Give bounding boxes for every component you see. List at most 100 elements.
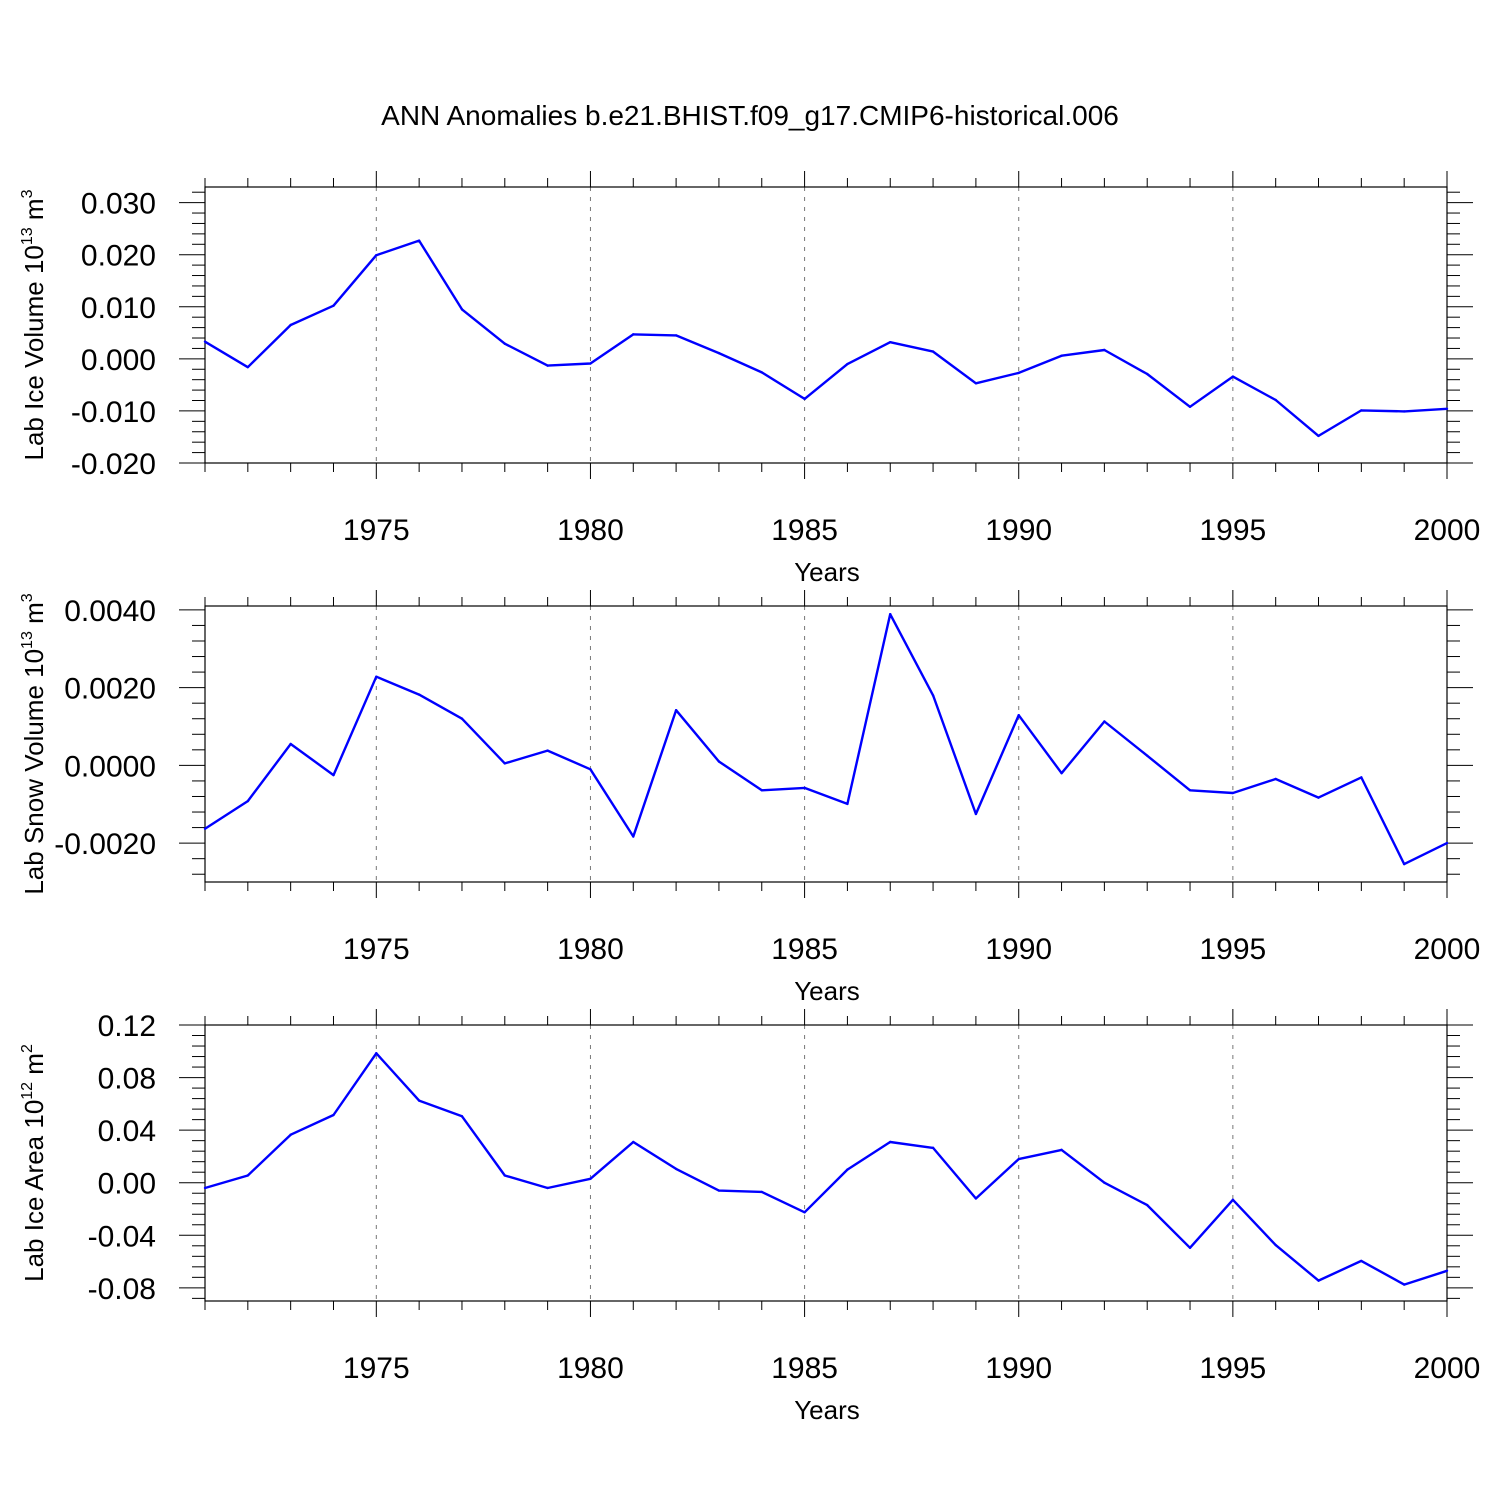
x-tick-label: 1975 <box>343 1352 410 1385</box>
data-point <box>1146 754 1149 757</box>
data-point <box>760 1190 763 1194</box>
x-tick-label: 1995 <box>1199 514 1266 547</box>
data-point <box>417 1099 421 1102</box>
data-point <box>1146 372 1149 376</box>
data-point <box>632 333 635 336</box>
data-point <box>717 760 721 763</box>
x-axis-label: Years <box>794 557 860 587</box>
y-axis-label: Lab Ice Volume 1013 m3 <box>19 189 49 460</box>
y-axis-label: Lab Snow Volume 1013 m3 <box>19 593 49 894</box>
data-point <box>1402 410 1406 413</box>
data-point <box>1317 796 1320 799</box>
data-point <box>246 799 250 803</box>
data-point <box>203 340 207 343</box>
data-point <box>246 1174 250 1177</box>
x-tick-label: 1985 <box>771 933 838 966</box>
y-tick-label: 0.00 <box>98 1168 156 1201</box>
y-tick-label: 0.0040 <box>64 595 156 628</box>
y-tick-label: 0.0020 <box>64 673 156 706</box>
plot-frame <box>204 605 1448 883</box>
data-point <box>846 362 849 366</box>
x-tick-label: 2000 <box>1414 933 1481 966</box>
data-point <box>1445 841 1449 845</box>
data-point <box>289 742 292 746</box>
data-point <box>589 362 592 365</box>
data-point <box>1274 398 1277 402</box>
data-point <box>632 835 635 838</box>
data-point <box>1017 371 1020 375</box>
panel-1: -0.020 -0.010 0.000 0.010 0.020 0.030 1975 1980… <box>19 171 1480 587</box>
data-point <box>1360 409 1363 412</box>
data-point <box>1445 1269 1449 1272</box>
data-point <box>1146 1203 1149 1207</box>
x-tick-label: 1990 <box>985 933 1052 966</box>
data-point <box>931 1146 935 1150</box>
data-point <box>1017 714 1020 717</box>
series-line <box>204 1052 1448 1286</box>
y-tick-label: -0.04 <box>88 1220 156 1253</box>
x-tick-label: 1975 <box>343 933 410 966</box>
data-point <box>332 304 335 307</box>
series-line <box>204 239 1448 438</box>
data-point <box>760 371 763 374</box>
panel-3: -0.08 -0.04 0.00 0.04 0.08 0.12 1975 1980 1985 19… <box>19 1009 1480 1425</box>
data-point <box>1231 1198 1235 1202</box>
data-point <box>503 762 506 765</box>
y-tick-label: 0.000 <box>81 344 156 377</box>
data-point <box>674 334 678 337</box>
data-point <box>803 397 806 401</box>
x-tick-label: 1975 <box>343 514 410 547</box>
x-tick-label: 1985 <box>771 1352 838 1385</box>
data-point <box>332 773 335 777</box>
data-point <box>460 308 464 311</box>
data-point <box>375 254 378 257</box>
y-tick-label: 0.12 <box>98 1010 156 1043</box>
data-point <box>375 675 378 678</box>
y-tick-label: -0.020 <box>71 448 156 481</box>
plot-frame <box>204 186 1448 464</box>
data-point <box>632 1140 635 1144</box>
data-point <box>503 1174 506 1177</box>
y-tick-label: -0.08 <box>88 1273 156 1306</box>
chart-title: ANN Anomalies b.e21.BHIST.f09_g17.CMIP6-… <box>381 100 1119 131</box>
data-point <box>375 1052 378 1055</box>
data-point <box>1360 776 1363 779</box>
panel-2: -0.0020 0.0000 0.0020 0.0040 1975 1980 1985 199… <box>19 590 1480 1006</box>
x-tick-label: 1980 <box>557 933 624 966</box>
data-point <box>674 708 678 712</box>
data-point <box>1103 348 1106 352</box>
data-point <box>546 1186 549 1190</box>
data-point <box>1445 407 1449 411</box>
y-tick-label: 0.04 <box>98 1115 156 1148</box>
data-point <box>1360 1259 1363 1263</box>
x-axis-label: Years <box>794 976 860 1006</box>
data-point <box>889 1140 892 1144</box>
data-point <box>589 1177 592 1180</box>
data-point <box>1188 405 1192 408</box>
data-point <box>846 802 849 806</box>
data-point <box>289 1133 292 1136</box>
y-tick-label: -0.0020 <box>54 828 156 861</box>
y-tick-label: 0.020 <box>81 240 156 273</box>
data-point <box>460 1115 464 1118</box>
x-tick-label: 1995 <box>1199 933 1266 966</box>
x-tick-label: 1980 <box>557 514 624 547</box>
data-point <box>931 350 935 353</box>
data-point <box>1103 720 1106 723</box>
data-point <box>203 827 207 830</box>
x-tick-label: 1990 <box>985 514 1052 547</box>
y-axis-label: Lab Ice Area 1012 m2 <box>19 1044 49 1282</box>
data-point <box>289 323 292 327</box>
data-point <box>1317 1279 1320 1282</box>
data-point <box>674 1167 678 1171</box>
x-tick-label: 1980 <box>557 1352 624 1385</box>
data-point <box>1188 1246 1192 1249</box>
x-axis-label: Years <box>794 1395 860 1425</box>
data-point <box>1103 1181 1106 1184</box>
data-point <box>503 342 506 345</box>
data-point <box>931 694 935 697</box>
data-point <box>417 239 421 242</box>
data-point <box>803 1211 806 1214</box>
data-point <box>846 1168 849 1171</box>
data-point <box>1274 1243 1277 1247</box>
